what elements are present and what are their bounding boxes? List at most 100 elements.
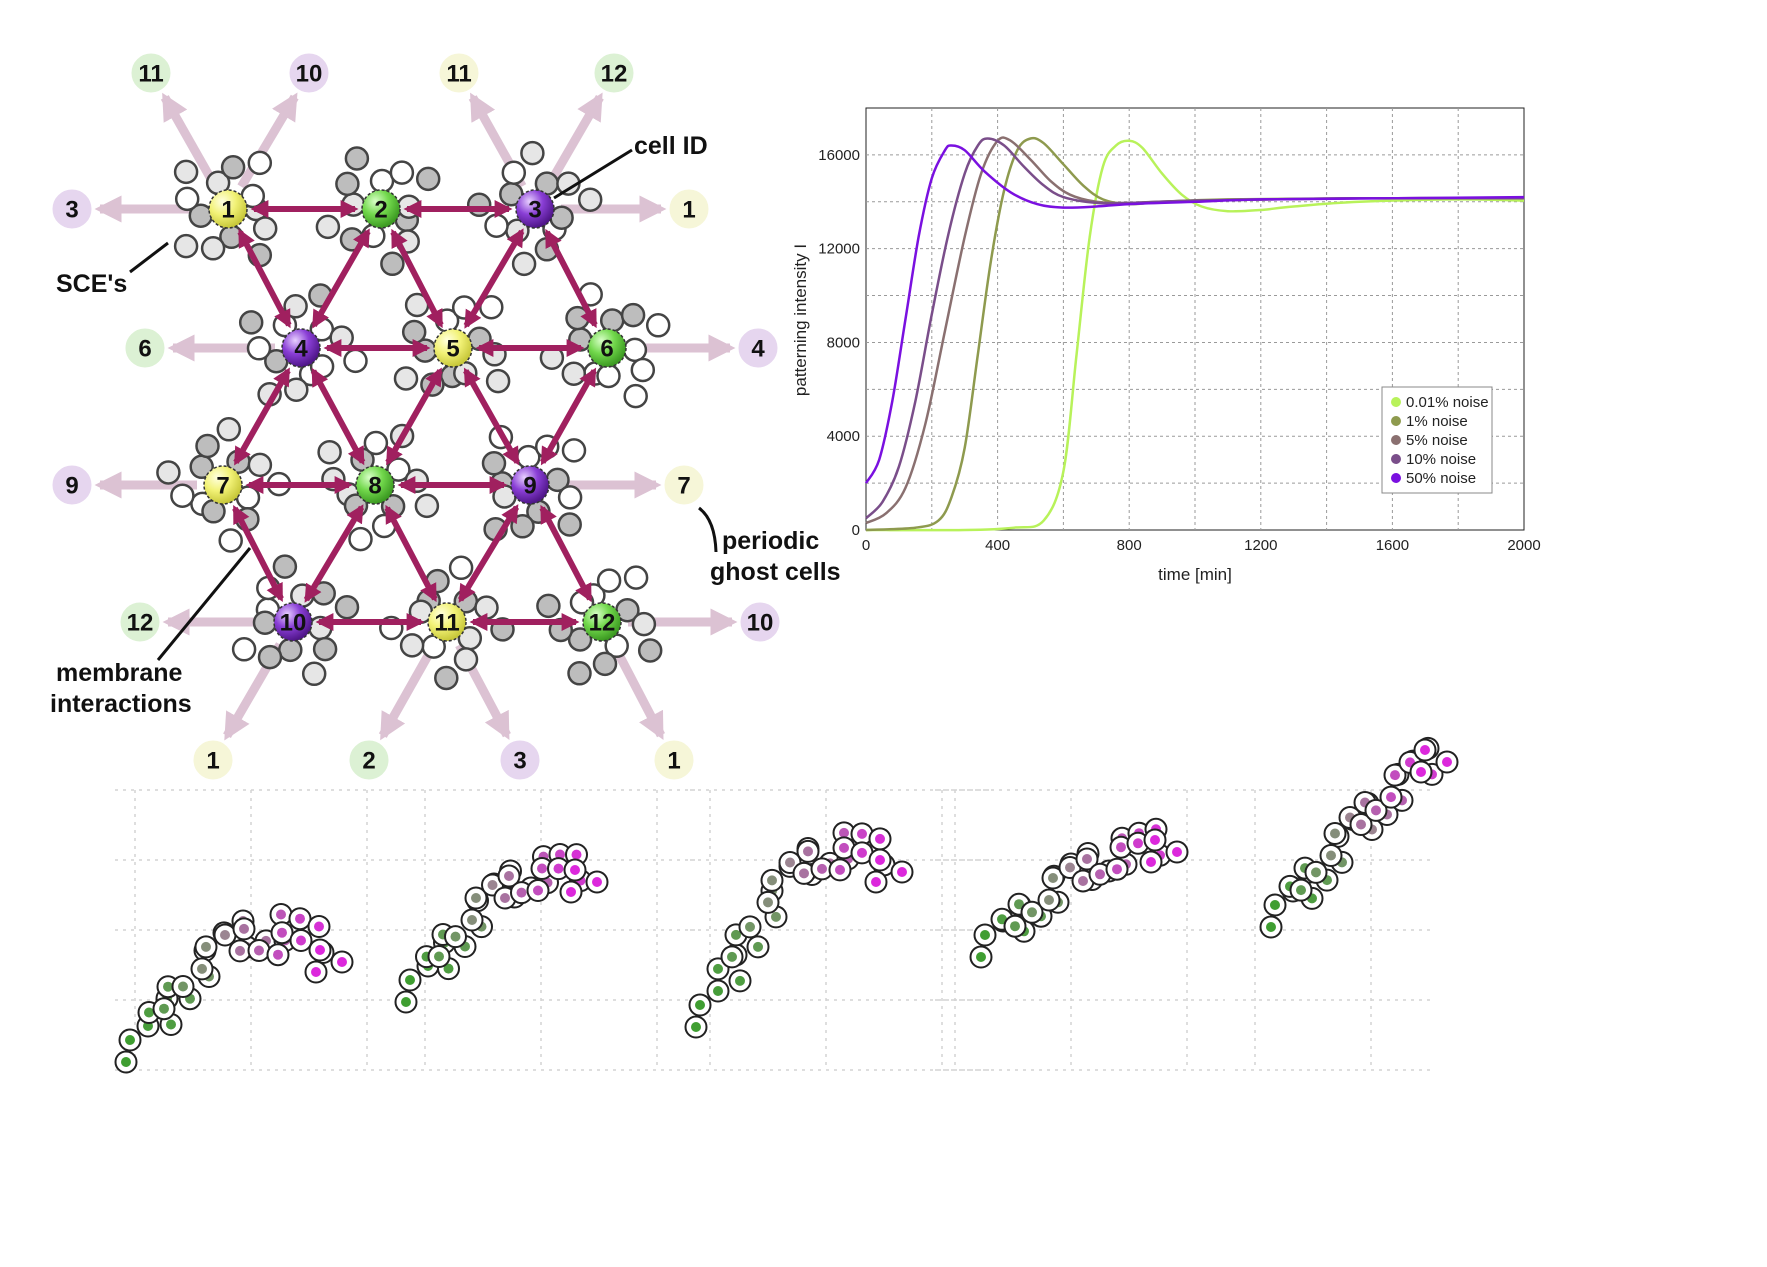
y-tick-labels: 0 4000 8000 12000 16000 [818,147,860,539]
sce-circle [344,146,370,171]
tissue-cell-nucleus [1371,805,1381,816]
tissue-cell-nucleus [713,963,723,974]
cell [582,602,622,642]
tissue-cell-nucleus [401,997,411,1007]
ghost-cell-id: 7 [677,473,690,500]
tissue-cell-nucleus [314,921,324,932]
sce-circle [557,485,583,510]
sce-circle [484,213,509,238]
ghost-cell-id: 11 [138,61,163,88]
sce-circle [567,627,593,652]
tissue-cell-nucleus [239,923,249,934]
cell [273,602,313,642]
ghost-cell [668,188,710,230]
snapshot-panel [690,789,990,1071]
tissue-cell-nucleus [277,927,287,938]
ghost-cell-id: 10 [747,610,774,637]
interaction-arrow [540,367,597,466]
sce-circle [335,171,360,197]
sce-circle [474,595,499,620]
ghost-cell [348,739,390,781]
ghost-cell-id: 9 [65,473,78,500]
tissue-cell-nucleus [273,949,283,960]
sce-circle [596,568,622,593]
tissue-cell-nucleus [471,893,481,903]
sce-circle [592,651,618,677]
cell [361,189,401,229]
series-line-4 [864,144,1525,484]
tissue-cell-nucleus [125,1035,135,1045]
tissue-cell-nucleus [197,963,207,974]
sce-circle [577,187,603,212]
sce-circle [252,610,278,635]
sce-circle [631,611,657,637]
interaction-arrow [237,228,292,329]
tissue-cell-nucleus [220,930,230,940]
sce-circle [520,140,545,166]
tissue-cell-nucleus [516,887,527,898]
tissue-cell-nucleus [276,909,286,920]
sce-circle [216,417,242,442]
ghost-cell-id: 4 [751,336,765,363]
cell-id: 2 [374,197,387,224]
tissue-cell-nucleus [839,827,849,838]
tissue-cell-nucleus [311,967,321,977]
tissue-cell-nucleus [592,877,602,887]
tissue-cell-nucleus [1386,792,1396,803]
tissue-cell-nucleus [1311,867,1321,878]
tissue-cell-nucleus [875,855,885,865]
tissue-cell-nucleus [121,1057,131,1067]
tissue-cell-nucleus [1010,921,1020,932]
cells: 1 2 34 5 67 8 910 11 12 [203,189,627,642]
x-tick-label: 1600 [1376,537,1409,554]
ghost-cell-id: 12 [601,61,628,88]
interaction-arrow [463,228,525,329]
sce-circle [623,565,649,590]
ghost-cell [499,739,541,781]
ghost-cell-id: 12 [127,610,154,637]
tissue-cell-nucleus [295,913,305,924]
sce-circle [501,160,527,185]
membrane-interaction-arrows [232,200,598,631]
tissue-cell-nucleus [337,957,347,967]
sce-circle [399,633,425,658]
sce-circle [363,430,389,456]
cell-id-label: cell ID [634,132,708,160]
sce-circle [195,433,220,459]
x-tick-label: 1200 [1244,537,1277,554]
ghost-cell [130,52,172,94]
tissue-cell-nucleus [1044,895,1054,905]
sce-circle [393,366,419,391]
sce-circle [334,594,360,620]
ghost-arrow [610,643,665,740]
tissue-cell-nucleus [1116,842,1126,853]
tissue-cell-nucleus [201,941,211,952]
x-tick-label: 400 [985,537,1010,554]
sce-circle [231,637,257,662]
sce-circle [511,251,537,277]
sce-circle [557,512,582,537]
cell-id: 4 [294,336,308,363]
cell [208,189,248,229]
interaction-arrow [385,367,443,466]
sce-circle [174,186,200,212]
tissue-cell-nucleus [1420,745,1430,755]
tissue-cell-nucleus [1133,838,1143,849]
interaction-arrow [303,504,365,603]
interaction-arrow [232,504,284,603]
x-tick-label: 0 [862,537,870,554]
legend-entry: 1% noise [1406,413,1468,430]
ghost-cell [51,188,93,230]
tissue-cell-nucleus [976,952,986,962]
sce-circle [170,483,195,508]
tissue-cell-nucleus [1146,857,1156,867]
tissue-cell-nucleus [1270,900,1280,910]
sce-circle [200,236,226,261]
sce-circle [301,661,327,687]
y-tick-label: 8000 [827,334,860,351]
series-line-0 [865,139,1525,532]
sce-circle [156,460,181,485]
sce-leader-line [129,241,169,274]
cell [203,465,243,505]
